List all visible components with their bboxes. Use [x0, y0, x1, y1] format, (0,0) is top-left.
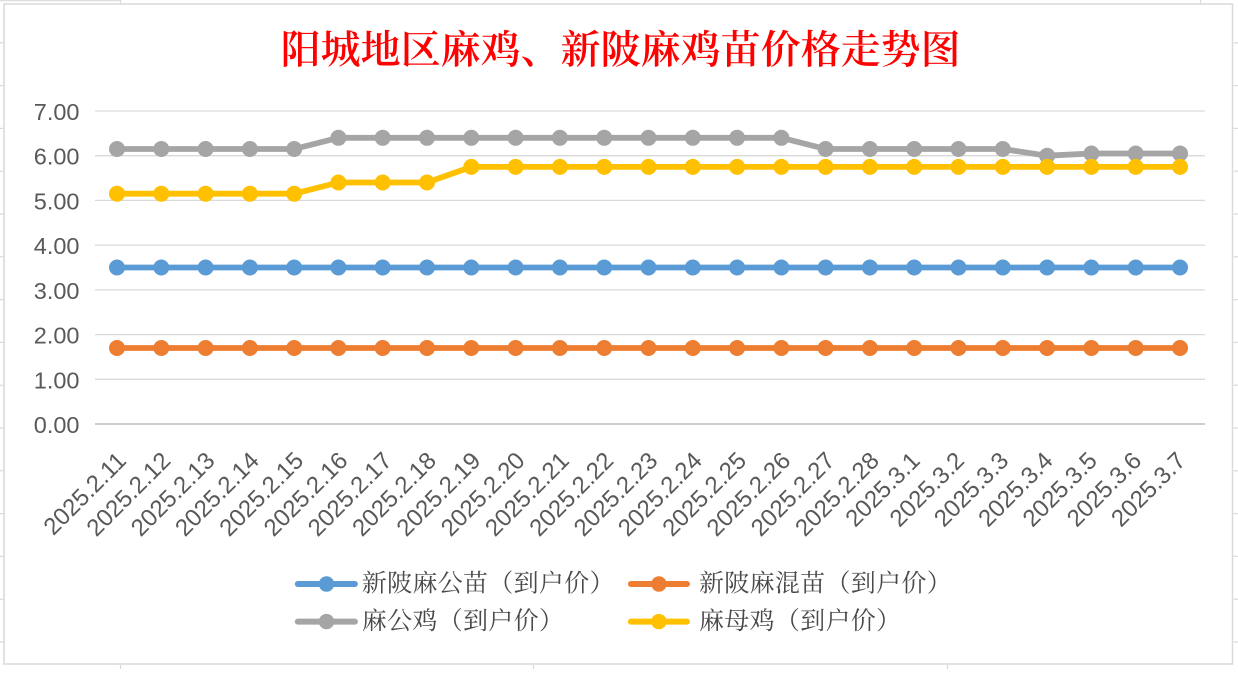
svg-text:2.00: 2.00 [34, 323, 80, 349]
svg-text:7.00: 7.00 [34, 99, 80, 125]
svg-text:1.00: 1.00 [34, 367, 80, 393]
svg-text:0.00: 0.00 [34, 412, 80, 438]
svg-text:3.00: 3.00 [34, 278, 80, 304]
svg-text:5.00: 5.00 [34, 188, 80, 214]
svg-text:4.00: 4.00 [34, 233, 80, 259]
svg-text:6.00: 6.00 [34, 144, 80, 170]
